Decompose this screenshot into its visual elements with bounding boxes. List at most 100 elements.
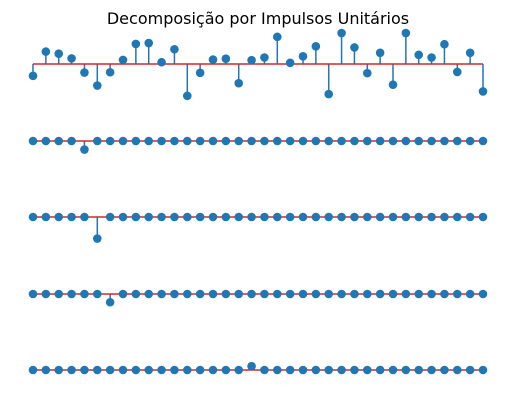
stem-marker [92,234,102,243]
stem-marker [324,365,334,375]
stem-marker [388,80,398,89]
stem-marker [105,136,115,146]
stem-marker [221,365,231,375]
stem-marker [350,289,359,299]
stem-marker [105,67,115,77]
stem-marker [285,136,295,146]
stem-marker [182,365,192,375]
stem-marker [41,289,51,299]
stem-marker [170,136,179,146]
stem-marker [195,68,205,78]
stem-marker [118,212,128,222]
stem-marker [285,365,295,375]
stem-marker [41,365,51,375]
stem-markers [28,28,488,101]
stem-marker [67,365,76,375]
stem-marker [208,55,218,64]
stem-marker [260,53,269,62]
stem-marker [401,28,411,38]
stem-marker [118,289,128,299]
stem-marker [208,365,218,375]
stem-marker [131,365,141,375]
stem-marker [478,365,488,375]
stem-marker [195,289,205,299]
stem-panels [28,28,488,375]
stem-marker [337,28,346,38]
stem-marker [144,136,154,146]
stem-marker [414,212,424,222]
stem-marker [144,365,154,375]
stem-marker [298,365,308,375]
stem-marker [272,32,282,42]
stem-marker [337,212,346,222]
stem-marker [272,136,282,146]
stem-marker [247,136,256,146]
stem-marker [118,136,128,146]
stem-marker [80,289,89,299]
stem-marker [388,212,398,222]
stem-marker [28,212,38,222]
stem-marker [170,365,179,375]
stem-marker [401,289,411,299]
stem-marker [375,48,385,58]
stem-marker [311,42,321,51]
stem-marker [272,365,282,375]
stem-marker [92,136,102,146]
stem-marker [67,54,76,63]
stem-marker [105,297,115,307]
stem-marker [221,54,231,63]
stem-marker [375,136,385,146]
stem-marker [260,136,269,146]
stem-marker [465,365,475,375]
stem-marker [67,136,76,146]
stem-marker [80,145,89,154]
stem-marker [195,136,205,146]
stem-marker [170,212,179,222]
stem-marker [157,57,166,67]
stem-marker [170,289,179,299]
stem-marker [298,52,308,61]
stem-marker [157,289,166,299]
stem-marker [311,136,321,146]
stem-marker [182,289,192,299]
stem-marker [157,365,166,375]
stem-marker [427,212,436,222]
stem-marker [208,212,218,222]
stem-marker [311,365,321,375]
stem-marker [195,365,205,375]
stem-marker [465,136,475,146]
stem-marker [285,58,295,68]
stem-marker [478,136,488,146]
stem-marker [92,365,102,375]
stem-marker [234,212,244,222]
stem-marker [427,53,436,62]
stem-marker [182,212,192,222]
stem-marker [234,365,244,375]
stem-marker [401,365,411,375]
stem-marker [105,212,115,222]
stem-panel-4 [28,289,488,307]
stem-marker [337,365,346,375]
stem-marker [285,289,295,299]
stem-marker [452,136,462,146]
stem-marker [28,289,38,299]
stem-marker [414,136,424,146]
stem-marker [272,212,282,222]
stem-marker [388,365,398,375]
stem-marker [452,67,462,77]
stem-marker [80,365,89,375]
stem-marker [440,365,449,375]
stem-marker [414,50,424,60]
stem-marker [118,365,128,375]
stem-marker [401,212,411,222]
stem-marker [440,39,449,49]
stem-marker [28,365,38,375]
stem-marker [362,68,372,78]
stem-markers [28,136,488,154]
stem-marker [440,212,449,222]
stem-marker [298,136,308,146]
stem-marker [195,212,205,222]
stem-marker [375,365,385,375]
stem-markers [28,361,488,375]
stem-marker [221,212,231,222]
